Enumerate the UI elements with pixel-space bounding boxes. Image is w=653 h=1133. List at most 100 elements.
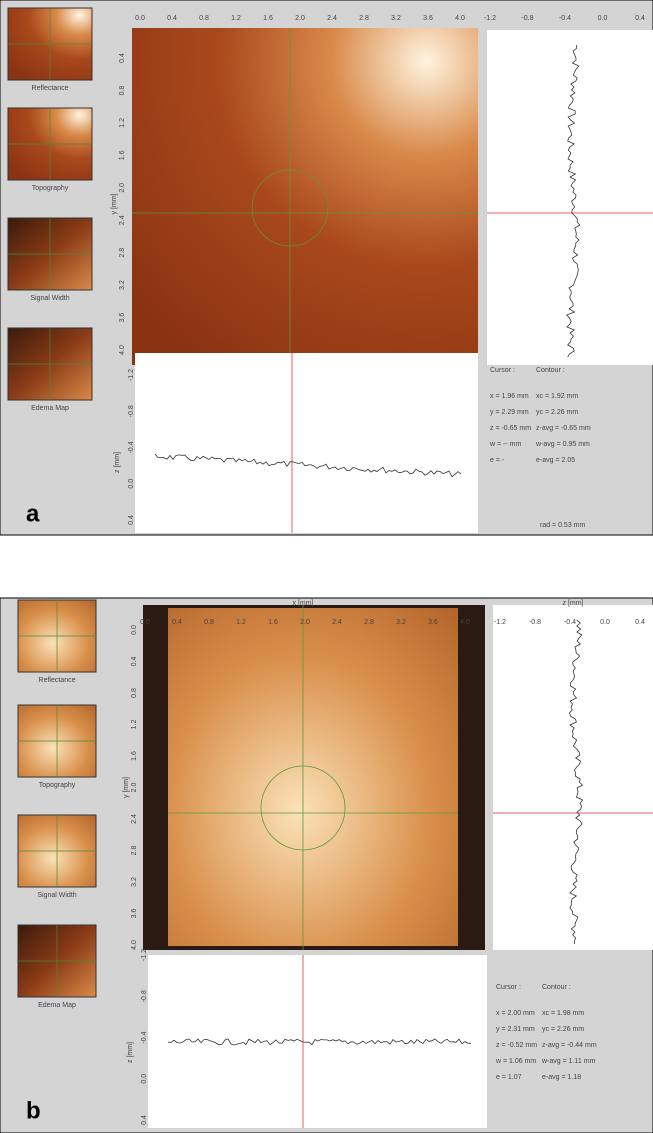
cursor-value: x = 2.00 mm xyxy=(496,1010,535,1017)
contour-value: xc = 1.98 mm xyxy=(542,1010,584,1017)
x-tick-label: 1.6 xyxy=(263,15,273,22)
y-tick-label: 2.8 xyxy=(131,846,138,856)
contour-value: w-avg = 0.95 mm xyxy=(535,441,590,448)
contour-value: e-avg = 2.05 xyxy=(536,457,575,464)
thumbnail-label: Edema Map xyxy=(31,405,69,412)
profile-x-tick: -0.8 xyxy=(529,619,541,626)
y-tick-label: 0.0 xyxy=(131,625,138,635)
z-tick-label: 0.0 xyxy=(128,479,135,489)
profile-x-tick: -1.2 xyxy=(494,619,506,626)
y-tick-label: 0.8 xyxy=(131,688,138,698)
z-tick-label: -0.4 xyxy=(141,1031,148,1043)
cursor-value: y = 2.31 mm xyxy=(496,1026,535,1033)
z-tick-label: -0.8 xyxy=(141,990,148,1002)
profile-x-label: z [mm] xyxy=(563,600,584,607)
y-tick-label: 3.6 xyxy=(119,313,126,323)
x-tick-label: 2.0 xyxy=(300,619,310,626)
profile-x-tick: 0.0 xyxy=(600,619,610,626)
x-tick-label: 0.8 xyxy=(199,15,209,22)
y-tick-label: 0.4 xyxy=(131,657,138,667)
x-axis-label: x [mm] xyxy=(293,600,314,607)
z-axis-label: z [mm] xyxy=(127,1042,134,1063)
depth-trace xyxy=(569,619,584,945)
profile-x-tick: 0.4 xyxy=(635,15,645,22)
y-tick-label: 1.2 xyxy=(131,720,138,730)
x-tick-label: 0.0 xyxy=(135,15,145,22)
profile-x-tick: -1.2 xyxy=(484,15,496,22)
depth-trace xyxy=(154,453,462,478)
contour-value: z-avg = -0.44 mm xyxy=(542,1042,597,1049)
x-tick-label: 2.8 xyxy=(359,15,369,22)
contour-title: Contour : xyxy=(536,367,565,374)
z-tick-label: -0.8 xyxy=(128,405,135,417)
y-tick-label: 2.4 xyxy=(119,215,126,225)
contour-title: Contour : xyxy=(542,984,571,991)
cursor-value: z = -0.65 mm xyxy=(490,425,531,432)
profile-x-tick: 0.4 xyxy=(635,619,645,626)
y-tick-label: 0.8 xyxy=(119,85,126,95)
x-tick-label: 1.2 xyxy=(231,15,241,22)
x-tick-label: 0.8 xyxy=(204,619,214,626)
x-tick-label: 2.0 xyxy=(295,15,305,22)
y-tick-label: 0.4 xyxy=(119,53,126,63)
z-tick-label: 0.4 xyxy=(141,1115,148,1125)
cursor-title: Cursor : xyxy=(490,367,515,374)
z-tick-label: 0.0 xyxy=(141,1074,148,1084)
y-tick-label: 1.6 xyxy=(131,751,138,761)
thumbnail-label: Reflectance xyxy=(32,85,69,92)
thumbnail-label: Topography xyxy=(39,782,76,789)
cursor-value: w = -- mm xyxy=(489,441,521,448)
bottom-profile xyxy=(135,353,478,533)
cursor-value: y = 2.29 mm xyxy=(490,409,529,416)
contour-value: yc = 2.26 mm xyxy=(542,1026,584,1033)
profile-x-tick: -0.4 xyxy=(564,619,576,626)
x-tick-label: 2.8 xyxy=(364,619,374,626)
cursor-value: e = 1.07 xyxy=(496,1074,522,1081)
y-axis-label: y [mm] xyxy=(111,193,118,214)
thumbnail-label: Topography xyxy=(32,185,69,192)
x-tick-label: 1.6 xyxy=(268,619,278,626)
contour-value: z-avg = -0.65 mm xyxy=(536,425,591,432)
cursor-value: x = 1.96 mm xyxy=(490,393,529,400)
y-tick-label: 2.4 xyxy=(131,814,138,824)
depth-trace xyxy=(566,44,581,358)
cursor-value: z = -0.52 mm xyxy=(496,1042,537,1049)
x-tick-label: 3.6 xyxy=(428,619,438,626)
z-tick-label: 0.4 xyxy=(128,515,135,525)
depth-trace xyxy=(167,1038,472,1046)
x-tick-label: 4.0 xyxy=(460,619,470,626)
x-tick-label: 3.2 xyxy=(391,15,401,22)
x-tick-label: 2.4 xyxy=(332,619,342,626)
y-tick-label: 1.6 xyxy=(119,150,126,160)
panel-label: a xyxy=(26,500,40,527)
x-tick-label: 2.4 xyxy=(327,15,337,22)
right-profile xyxy=(487,30,653,365)
x-tick-label: 0.0 xyxy=(140,619,150,626)
y-axis-label: y [mm] xyxy=(123,777,130,798)
contour-value: yc = 2.26 mm xyxy=(536,409,578,416)
y-tick-label: 3.2 xyxy=(131,877,138,887)
y-tick-label: 1.2 xyxy=(119,118,126,128)
retina-image xyxy=(132,28,478,365)
y-tick-label: 4.0 xyxy=(131,940,138,950)
profile-x-tick: 0.0 xyxy=(598,15,608,22)
contour-radius: rad = 0.53 mm xyxy=(540,522,585,529)
z-tick-label: -1.2 xyxy=(128,369,135,381)
cursor-value: e = - xyxy=(490,457,505,464)
profile-x-tick: -0.8 xyxy=(521,15,533,22)
y-tick-label: 3.6 xyxy=(131,909,138,919)
x-tick-label: 3.2 xyxy=(396,619,406,626)
bottom-profile xyxy=(148,955,487,1128)
thumbnail-label: Signal Width xyxy=(37,892,76,899)
x-tick-label: 4.0 xyxy=(455,15,465,22)
profile-x-tick: -0.4 xyxy=(559,15,571,22)
x-tick-label: 0.4 xyxy=(172,619,182,626)
z-tick-label: -1.2 xyxy=(141,949,148,961)
contour-value: w-avg = 1.11 mm xyxy=(541,1058,596,1065)
contour-circle xyxy=(251,169,329,247)
z-tick-label: -0.4 xyxy=(128,441,135,453)
cursor-title: Cursor : xyxy=(496,984,521,991)
y-tick-label: 4.0 xyxy=(119,345,126,355)
retina-image xyxy=(168,608,458,946)
